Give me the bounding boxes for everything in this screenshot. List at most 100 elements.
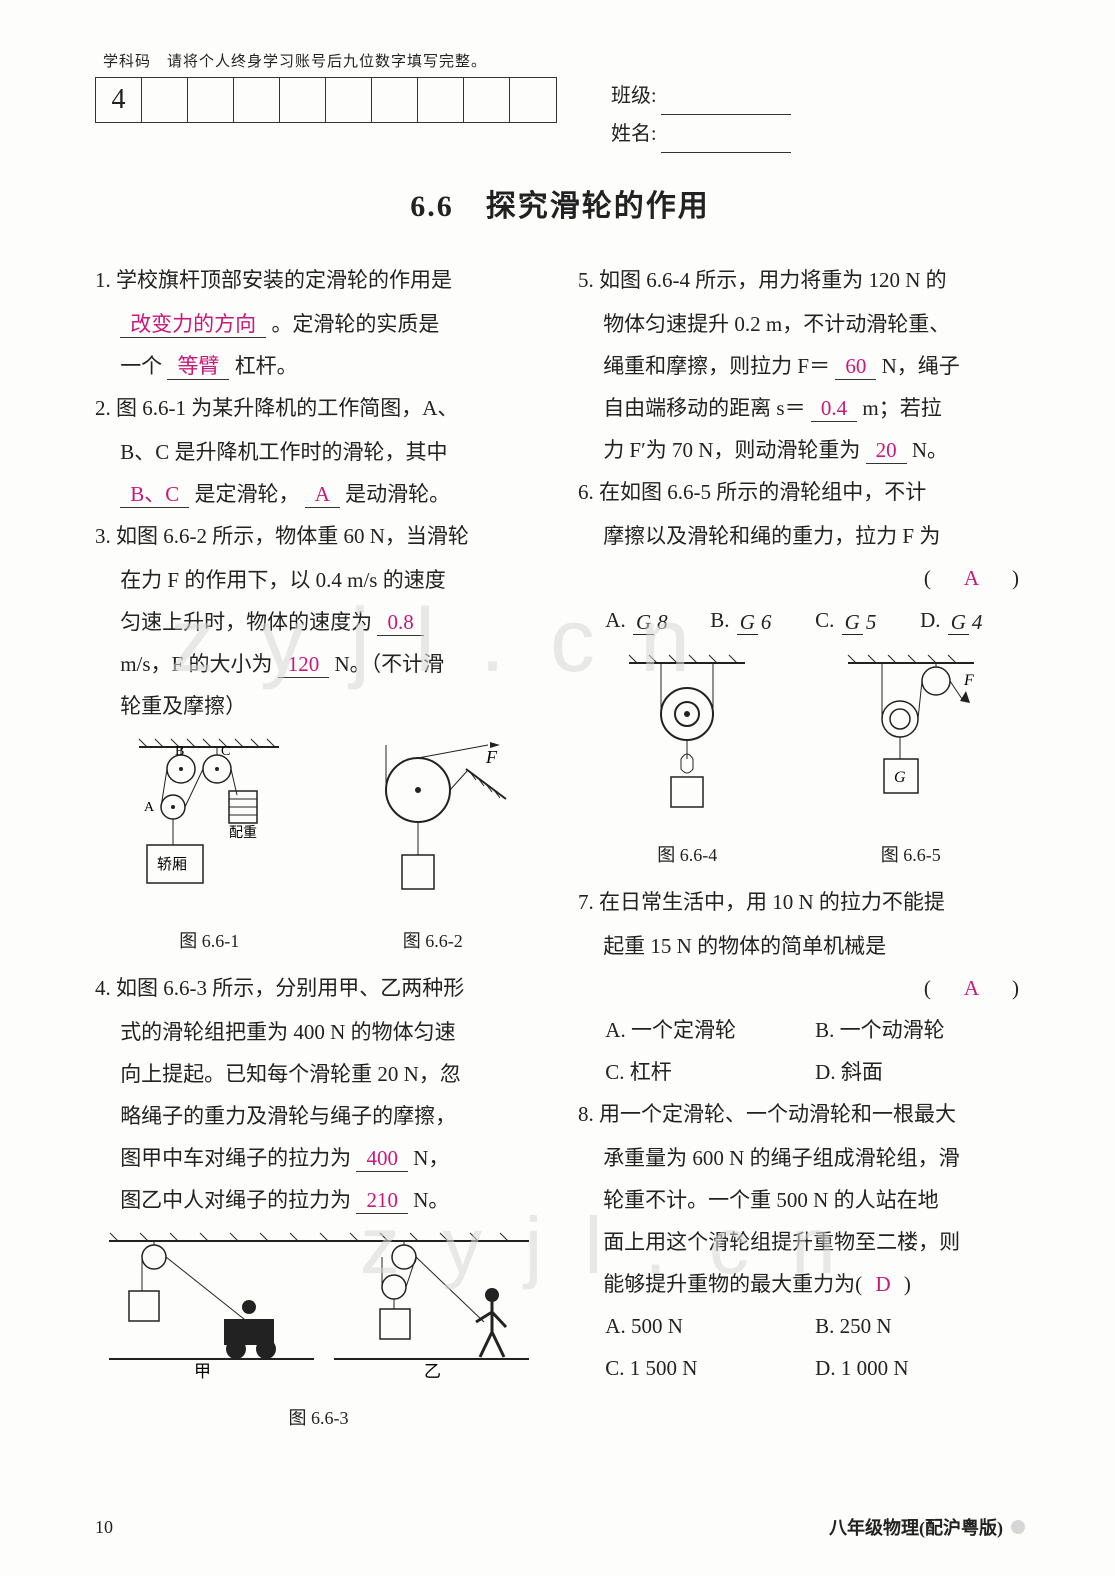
q3-t2: 在力 F 的作用下，以 0.4 m/s 的速度: [120, 568, 446, 592]
q4: 4. 如图 6.6-3 所示，分别用甲、乙两种形: [95, 967, 542, 1009]
q4-t5: 图甲中车对绳子的拉力为: [120, 1146, 351, 1170]
q8-l2: 承重量为 600 N 的绳子组成滑轮组，滑: [578, 1137, 1025, 1179]
q5-ans-b: 0.4: [811, 397, 857, 422]
q4-l2: 式的滑轮组把重为 400 N 的物体匀速: [95, 1011, 542, 1053]
footer-dot-icon: [1011, 1520, 1025, 1534]
q4-t7: 图乙中人对绳子的拉力为: [120, 1188, 351, 1212]
class-blank: [661, 93, 791, 115]
q6-ans: A: [964, 566, 985, 590]
q5-t2: 物体匀速提升 0.2 m，不计动滑轮重、: [603, 312, 950, 336]
svg-text:配重: 配重: [229, 825, 257, 841]
fig-664: 图 6.6-4: [617, 649, 757, 873]
id-box-8: [464, 78, 510, 122]
q4-l3: 向上提起。已知每个滑轮重 20 N，忽: [95, 1053, 542, 1095]
q5-t7: 力 F′为 70 N，则动滑轮重为: [603, 438, 860, 462]
q8-ans: D: [875, 1272, 890, 1296]
q7-l2: 起重 15 N 的物体的简单机械是: [578, 925, 1025, 967]
fig-661-svg: A B C 轿厢 配重: [129, 735, 289, 905]
q5-t4: N，绳子: [882, 354, 960, 378]
svg-text:甲: 甲: [194, 1362, 211, 1381]
svg-text:乙: 乙: [424, 1362, 441, 1381]
q1-t1: 1. 学校旗杆顶部安装的定滑轮的作用是: [95, 268, 452, 292]
fig-664-svg: [617, 649, 757, 819]
q4-t2: 式的滑轮组把重为 400 N 的物体匀速: [120, 1020, 455, 1044]
fig-662-svg: F: [358, 735, 508, 905]
header-instruction: 学科码 请将个人终身学习账号后九位数字填写完整。: [103, 50, 1025, 71]
footer-book-text: 八年级物理(配沪粤版): [829, 1514, 1003, 1540]
id-box-1: [142, 78, 188, 122]
svg-text:G: G: [894, 769, 906, 786]
id-box-7: [418, 78, 464, 122]
q7-D: D. 斜面: [815, 1051, 1025, 1093]
q3-ans-a: 0.8: [377, 611, 423, 636]
q8-B: B. 250 N: [815, 1305, 1025, 1347]
q2-l2: B、C 是升降机工作时的滑轮，其中: [95, 431, 542, 473]
q6-t2: 摩擦以及滑轮和绳的重力，拉力 F 为: [603, 524, 940, 548]
footer: 10 八年级物理(配沪粤版): [95, 1514, 1025, 1540]
q4-l4: 略绳子的重力及滑轮与绳子的摩擦，: [95, 1095, 542, 1137]
q6-choices: A. G8 B. G6 C. G5 D. G4: [578, 599, 1025, 641]
q4-t4: 略绳子的重力及滑轮与绳子的摩擦，: [120, 1104, 456, 1128]
q5-t6: m；若拉: [862, 396, 941, 420]
q5-t1: 5. 如图 6.6-4 所示，用力将重为 120 N 的: [578, 268, 947, 292]
q6-t1: 6. 在如图 6.6-5 所示的滑轮组中，不计: [578, 480, 926, 504]
q8-t6: ): [904, 1272, 911, 1296]
q7-A: A. 一个定滑轮: [605, 1009, 815, 1051]
q8-t5: 能够提升重物的最大重力为(: [603, 1272, 862, 1296]
q4-ans-a: 400: [356, 1147, 408, 1172]
q3-t5: N。（不计滑: [334, 652, 444, 676]
q8-D: D. 1 000 N: [815, 1347, 1025, 1389]
q3-ans-b: 120: [278, 653, 330, 678]
q5-ans-a: 60: [835, 355, 876, 380]
id-box-4: [280, 78, 326, 122]
id-box-5: [326, 78, 372, 122]
q6-B: B. G6: [710, 599, 815, 641]
q8-C: C. 1 500 N: [605, 1347, 815, 1389]
q4-t1: 4. 如图 6.6-3 所示，分别用甲、乙两种形: [95, 976, 464, 1000]
q1-l2: 改变力的方向 。定滑轮的实质是: [95, 303, 542, 345]
q2-t2: B、C 是升降机工作时的滑轮，其中: [120, 440, 447, 464]
q5-ans-c: 20: [866, 439, 907, 464]
svg-text:A: A: [144, 800, 155, 815]
right-column: 5. 如图 6.6-4 所示，用力将重为 120 N 的 物体匀速提升 0.2 …: [578, 259, 1025, 1436]
fig-663: 甲 乙 图 6.6-3: [95, 1227, 542, 1436]
svg-text:轿厢: 轿厢: [157, 856, 187, 873]
id-box-3: [234, 78, 280, 122]
q8-t2: 承重量为 600 N 的绳子组成滑轮组，滑: [603, 1146, 959, 1170]
q7-choices-1: A. 一个定滑轮 B. 一个动滑轮: [578, 1009, 1025, 1051]
fig-662: F 图 6.6-2: [358, 735, 508, 959]
q4-l5: 图甲中车对绳子的拉力为 400 N，: [95, 1137, 542, 1179]
q4-t6: N，: [413, 1146, 449, 1170]
fig-663-cap: 图 6.6-3: [95, 1400, 542, 1436]
q7-B: B. 一个动滑轮: [815, 1009, 1025, 1051]
name-label: 姓名:: [611, 115, 657, 153]
fig-662-cap: 图 6.6-2: [358, 923, 508, 959]
q8-t1: 8. 用一个定滑轮、一个动滑轮和一根最大: [578, 1102, 956, 1126]
q1-l3: 一个 等臂 杠杆。: [95, 345, 542, 387]
q8-l4: 面上用这个滑轮组提升重物至二楼，则: [578, 1221, 1025, 1263]
q1-ans-a: 改变力的方向: [120, 313, 266, 338]
q4-l6: 图乙中人对绳子的拉力为 210 N。: [95, 1179, 542, 1221]
left-column: 1. 学校旗杆顶部安装的定滑轮的作用是 改变力的方向 。定滑轮的实质是 一个 等…: [95, 259, 542, 1436]
q2-t4: 是动滑轮。: [345, 482, 450, 506]
svg-text:F: F: [485, 747, 498, 767]
q4-t8: N。: [413, 1188, 449, 1212]
fig-665: F G 图 6.6-5: [836, 649, 986, 873]
id-box-0: 4: [96, 78, 142, 122]
svg-text:B: B: [175, 744, 184, 759]
class-label: 班级:: [611, 77, 657, 115]
q6-D: D. G4: [920, 599, 1025, 641]
q1-t4: 杠杆。: [235, 354, 298, 378]
q5-t8: N。: [912, 438, 948, 462]
q8-t4: 面上用这个滑轮组提升重物至二楼，则: [603, 1230, 960, 1254]
q3-t6: 轮重及摩擦）: [120, 694, 246, 718]
q5-l2: 物体匀速提升 0.2 m，不计动滑轮重、: [578, 303, 1025, 345]
q8-l3: 轮重不计。一个重 500 N 的人站在地: [578, 1179, 1025, 1221]
svg-text:F: F: [963, 672, 974, 689]
q3-t3: 匀速上升时，物体的速度为: [120, 610, 372, 634]
fig-663-svg: 甲 乙: [104, 1227, 534, 1382]
fig-row-2: 图 6.6-4 F G: [578, 649, 1025, 873]
q1-ans-b: 等臂: [167, 355, 229, 380]
q2-t3: 是定滑轮，: [194, 482, 299, 506]
fig-665-cap: 图 6.6-5: [836, 837, 986, 873]
